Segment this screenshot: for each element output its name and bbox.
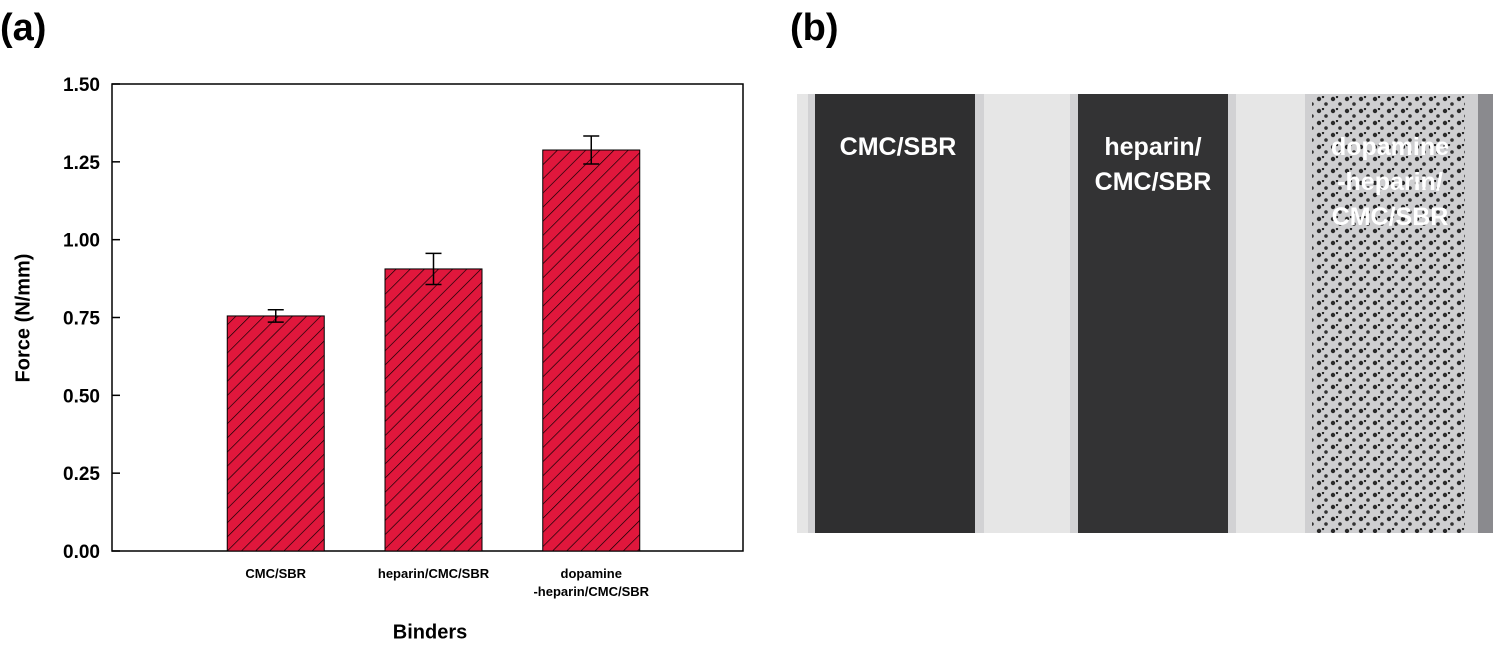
y-tick-label: 0.00 <box>63 542 100 563</box>
x-tick-label: heparin/CMC/SBR <box>378 566 490 581</box>
error-bar <box>583 135 600 165</box>
photo-label: dopamine -heparin/CMC/SBR <box>1331 133 1449 231</box>
y-tick-label: 0.25 <box>63 464 100 485</box>
photo-label: CMC/SBR <box>840 133 957 161</box>
y-tick-label: 1.50 <box>63 75 100 96</box>
panel-label: (b) <box>790 7 839 49</box>
y-tick-label: 1.25 <box>63 153 100 174</box>
panel-label: (a) <box>0 7 46 49</box>
error-bar <box>425 252 442 286</box>
x-axis-title: Binders <box>393 621 467 643</box>
y-tick-label: 0.50 <box>63 386 100 407</box>
y-tick-label: 1.00 <box>63 231 100 252</box>
y-tick-label: 0.75 <box>63 309 100 330</box>
bar-hatch <box>384 268 483 552</box>
coating-strip <box>815 94 975 533</box>
photo-label: heparin/CMC/SBR <box>1095 133 1212 196</box>
y-axis-title: Force (N/mm) <box>12 254 34 383</box>
coating-strip <box>1078 94 1228 533</box>
x-tick-label: CMC/SBR <box>245 566 306 581</box>
photo: CMC/SBR heparin/CMC/SBR dopamine -heparin… <box>797 94 1493 533</box>
error-bar <box>267 308 284 323</box>
coating-strip <box>1312 94 1465 533</box>
x-tick-label: dopamine -heparin/CMC/SBR <box>533 566 649 599</box>
tape-edge <box>1478 94 1493 533</box>
bar-hatch <box>542 149 641 552</box>
bar-hatch <box>226 315 325 552</box>
